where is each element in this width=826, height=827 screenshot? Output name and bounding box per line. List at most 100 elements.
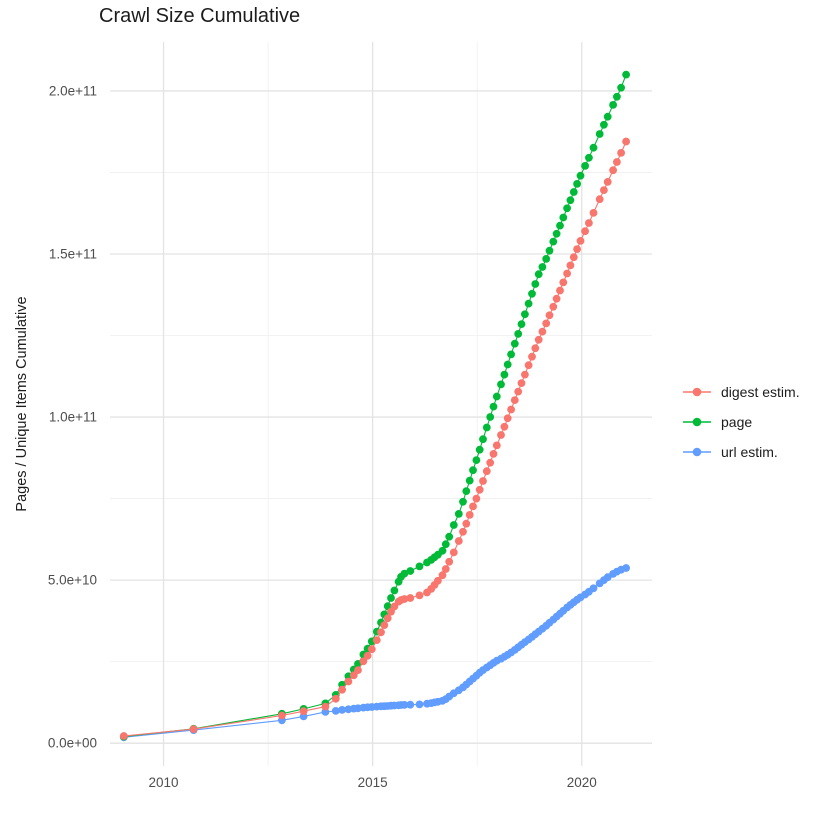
data-point <box>514 387 523 396</box>
data-point <box>603 112 612 121</box>
data-point <box>573 245 581 254</box>
data-point <box>445 557 454 566</box>
data-point <box>119 732 128 740</box>
data-point <box>613 92 621 101</box>
legend-label: page <box>721 414 753 430</box>
data-point <box>383 614 392 623</box>
data-point <box>563 204 571 213</box>
legend: digest estim. page url estim. <box>682 377 800 467</box>
data-point <box>609 166 617 175</box>
data-point <box>595 130 604 138</box>
data-point <box>617 149 625 157</box>
data-point <box>189 725 198 733</box>
x-tick-label: 2015 <box>358 775 388 790</box>
data-point <box>569 188 578 196</box>
data-point <box>349 671 358 680</box>
data-point <box>524 361 533 370</box>
data-point <box>492 392 501 401</box>
data-point <box>609 101 617 109</box>
data-point <box>500 422 509 431</box>
legend-item-url-estim: url estim. <box>682 437 800 467</box>
data-point <box>377 628 385 637</box>
data-point <box>589 209 598 217</box>
y-tick-label: 1.0e+11 <box>49 410 97 425</box>
y-tick-label: 0.0e+00 <box>48 736 97 751</box>
data-point <box>497 431 505 439</box>
data-point <box>331 694 340 703</box>
data-point <box>400 595 409 603</box>
data-point <box>500 370 509 379</box>
data-point <box>472 494 481 503</box>
data-point <box>581 227 589 236</box>
data-point <box>585 153 593 162</box>
data-point <box>372 636 381 644</box>
data-point <box>581 162 589 170</box>
data-point <box>563 269 571 278</box>
data-point <box>475 485 484 494</box>
data-point <box>603 178 612 186</box>
data-point <box>469 502 477 511</box>
data-point <box>380 621 389 629</box>
data-point <box>482 467 491 476</box>
data-point <box>406 567 415 575</box>
data-point <box>545 311 554 320</box>
data-point <box>475 445 484 454</box>
data-point <box>390 586 399 595</box>
data-point <box>472 456 481 464</box>
data-point <box>528 289 536 298</box>
data-point <box>441 565 450 573</box>
data-point <box>367 645 376 654</box>
data-point <box>622 137 630 146</box>
data-point <box>528 352 536 361</box>
data-point <box>521 370 529 379</box>
data-point <box>576 237 585 245</box>
data-point <box>507 350 515 359</box>
data-point <box>514 330 523 338</box>
x-tick-label: 2020 <box>567 775 597 790</box>
data-point <box>589 584 598 593</box>
data-point <box>462 487 471 495</box>
data-point <box>438 546 447 555</box>
gridlines-minor <box>110 42 652 766</box>
data-point <box>441 540 450 549</box>
data-point <box>569 253 578 262</box>
data-point <box>479 435 487 444</box>
data-point <box>503 360 512 369</box>
data-point <box>538 263 547 271</box>
series-digest-estim <box>119 137 630 740</box>
data-point <box>482 423 491 432</box>
data-point <box>585 219 593 227</box>
data-point <box>507 405 515 414</box>
data-point <box>462 519 471 528</box>
y-tick-label: 5.0e+10 <box>48 573 97 588</box>
legend-item-page: page <box>682 407 800 437</box>
data-point <box>338 706 346 714</box>
data-point <box>486 413 495 421</box>
y-tick-label: 2.0e+11 <box>49 83 97 98</box>
data-point <box>486 458 495 467</box>
data-point <box>338 685 346 694</box>
data-point <box>406 594 415 602</box>
data-point <box>497 380 505 389</box>
legend-label: digest estim. <box>721 384 800 400</box>
data-point <box>449 521 458 529</box>
data-point <box>489 450 498 458</box>
data-point <box>415 700 424 709</box>
series-line <box>123 141 627 737</box>
data-point <box>469 466 477 475</box>
data-point <box>415 562 424 571</box>
data-point <box>538 327 547 336</box>
data-point <box>622 564 630 572</box>
data-point <box>534 270 543 279</box>
legend-key-icon <box>683 387 711 397</box>
y-tick-label: 1.5e+11 <box>49 246 97 261</box>
data-point <box>454 537 463 545</box>
data-point <box>354 666 362 674</box>
data-point <box>534 335 543 344</box>
data-point <box>438 571 447 580</box>
data-point <box>331 707 340 715</box>
data-point <box>524 299 533 308</box>
data-point <box>434 576 442 585</box>
